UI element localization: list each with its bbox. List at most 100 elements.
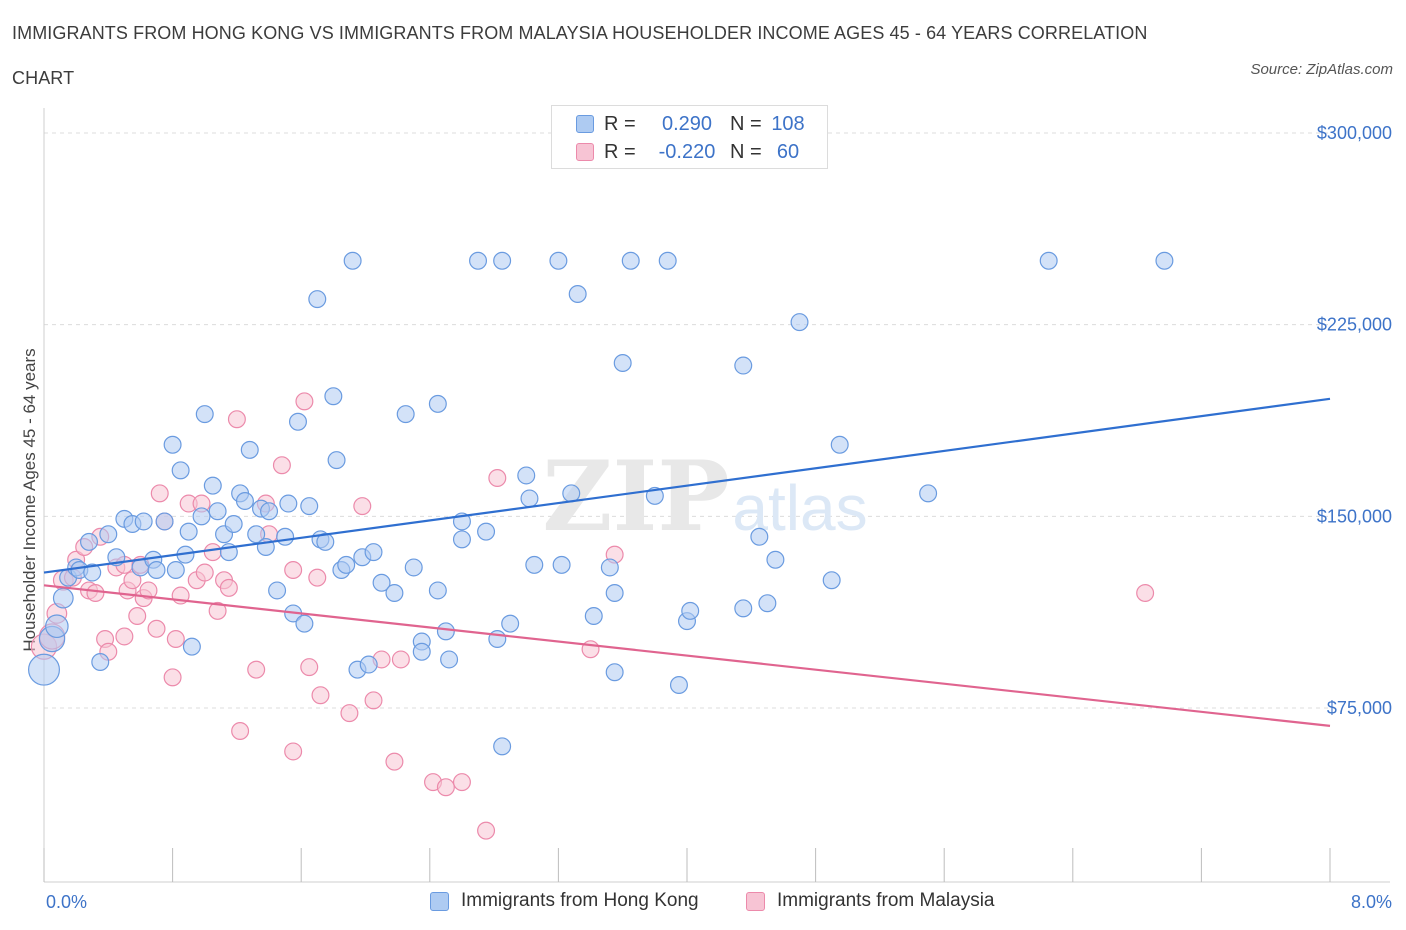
legend-swatch-hong-kong [430, 891, 449, 911]
chart-title-line1: IMMIGRANTS FROM HONG KONG VS IMMIGRANTS … [12, 23, 1148, 43]
legend-item-hong-kong[interactable]: Immigrants from Hong Kong [430, 890, 699, 912]
data-point [525, 555, 544, 574]
data-point [171, 461, 190, 480]
data-point [412, 642, 431, 661]
legend-swatch-malaysia [576, 143, 594, 161]
data-point [734, 599, 753, 618]
trend-line [43, 397, 1331, 574]
data-point [166, 629, 185, 648]
data-point [147, 560, 166, 579]
legend-r-label: R = [604, 112, 636, 135]
legend-n-label: N = [730, 140, 762, 163]
data-point [284, 742, 303, 761]
correlation-legend: R = 0.290 N = 108 R = -0.220 N = 60 [551, 105, 828, 169]
data-point [364, 691, 383, 710]
data-point [28, 653, 60, 686]
data-point [681, 601, 700, 620]
data-point [179, 522, 198, 541]
data-point [192, 507, 211, 526]
data-point [343, 251, 362, 270]
data-point [235, 492, 254, 511]
data-point [195, 563, 214, 582]
data-point [231, 721, 250, 740]
data-point [645, 486, 664, 505]
data-point [208, 601, 227, 620]
legend-swatch-malaysia [746, 891, 765, 911]
data-point [372, 573, 391, 592]
data-point [300, 497, 319, 516]
data-point [284, 560, 303, 579]
data-point [1136, 583, 1155, 602]
data-point [91, 652, 110, 671]
data-point [324, 387, 343, 406]
data-point [584, 606, 603, 625]
data-point [385, 583, 404, 602]
data-point [166, 560, 185, 579]
data-point [115, 627, 134, 646]
y-tick-label: $225,000 [1317, 315, 1392, 335]
x-tick-label: 8.0% [1351, 892, 1392, 912]
data-point [428, 394, 447, 413]
data-point [568, 285, 587, 304]
data-point [520, 489, 539, 508]
trend-lines [43, 397, 1331, 727]
data-point [605, 663, 624, 682]
legend-swatch-hong-kong [576, 115, 594, 133]
data-point [203, 476, 222, 495]
data-point [436, 778, 455, 797]
data-point [391, 650, 410, 669]
data-point [750, 527, 769, 546]
data-point [766, 550, 785, 569]
data-point [272, 456, 291, 475]
legend-row-hong-kong: R = 0.290 N = 108 [576, 112, 808, 136]
data-point [83, 563, 102, 582]
data-point [308, 568, 327, 587]
data-point [1155, 251, 1174, 270]
legend-item-malaysia[interactable]: Immigrants from Malaysia [746, 890, 995, 912]
chart-title: IMMIGRANTS FROM HONG KONG VS IMMIGRANTS … [12, 20, 1212, 91]
legend-r-value-hong-kong: 0.290 [661, 112, 713, 135]
data-point [658, 251, 677, 270]
data-point [86, 583, 105, 602]
data-point [822, 571, 841, 590]
y-tick-label: $300,000 [1317, 123, 1392, 143]
data-point [469, 251, 488, 270]
series-hong-kong-points [28, 251, 1174, 756]
data-point [123, 571, 142, 590]
legend-n-label: N = [730, 112, 762, 135]
legend-row-malaysia: R = -0.220 N = 60 [576, 140, 808, 164]
data-point [669, 675, 688, 694]
data-point [436, 622, 455, 641]
data-point [139, 581, 158, 600]
data-point [359, 655, 378, 674]
data-point [364, 543, 383, 562]
data-point [182, 637, 201, 656]
x-tick-label: 0.0% [46, 892, 87, 912]
data-point [353, 497, 372, 516]
legend-label-hong-kong: Immigrants from Hong Kong [461, 890, 699, 911]
data-point [396, 405, 415, 424]
data-point [919, 484, 938, 503]
data-point [734, 356, 753, 375]
data-point [613, 354, 632, 373]
data-point [288, 412, 307, 431]
data-point [327, 451, 346, 470]
data-point [549, 251, 568, 270]
data-point [493, 737, 512, 756]
data-point [337, 555, 356, 574]
data-point [517, 466, 536, 485]
legend-n-value-malaysia: 60 [776, 140, 800, 163]
data-point [52, 587, 74, 609]
data-point [80, 532, 99, 551]
data-point [247, 525, 266, 544]
data-point [488, 469, 507, 488]
data-point [428, 581, 447, 600]
data-point [240, 440, 259, 459]
data-point [295, 614, 314, 633]
data-point [163, 668, 182, 687]
data-point [501, 614, 520, 633]
y-tick-label: $75,000 [1327, 698, 1392, 718]
data-point [477, 821, 496, 840]
data-point [195, 405, 214, 424]
